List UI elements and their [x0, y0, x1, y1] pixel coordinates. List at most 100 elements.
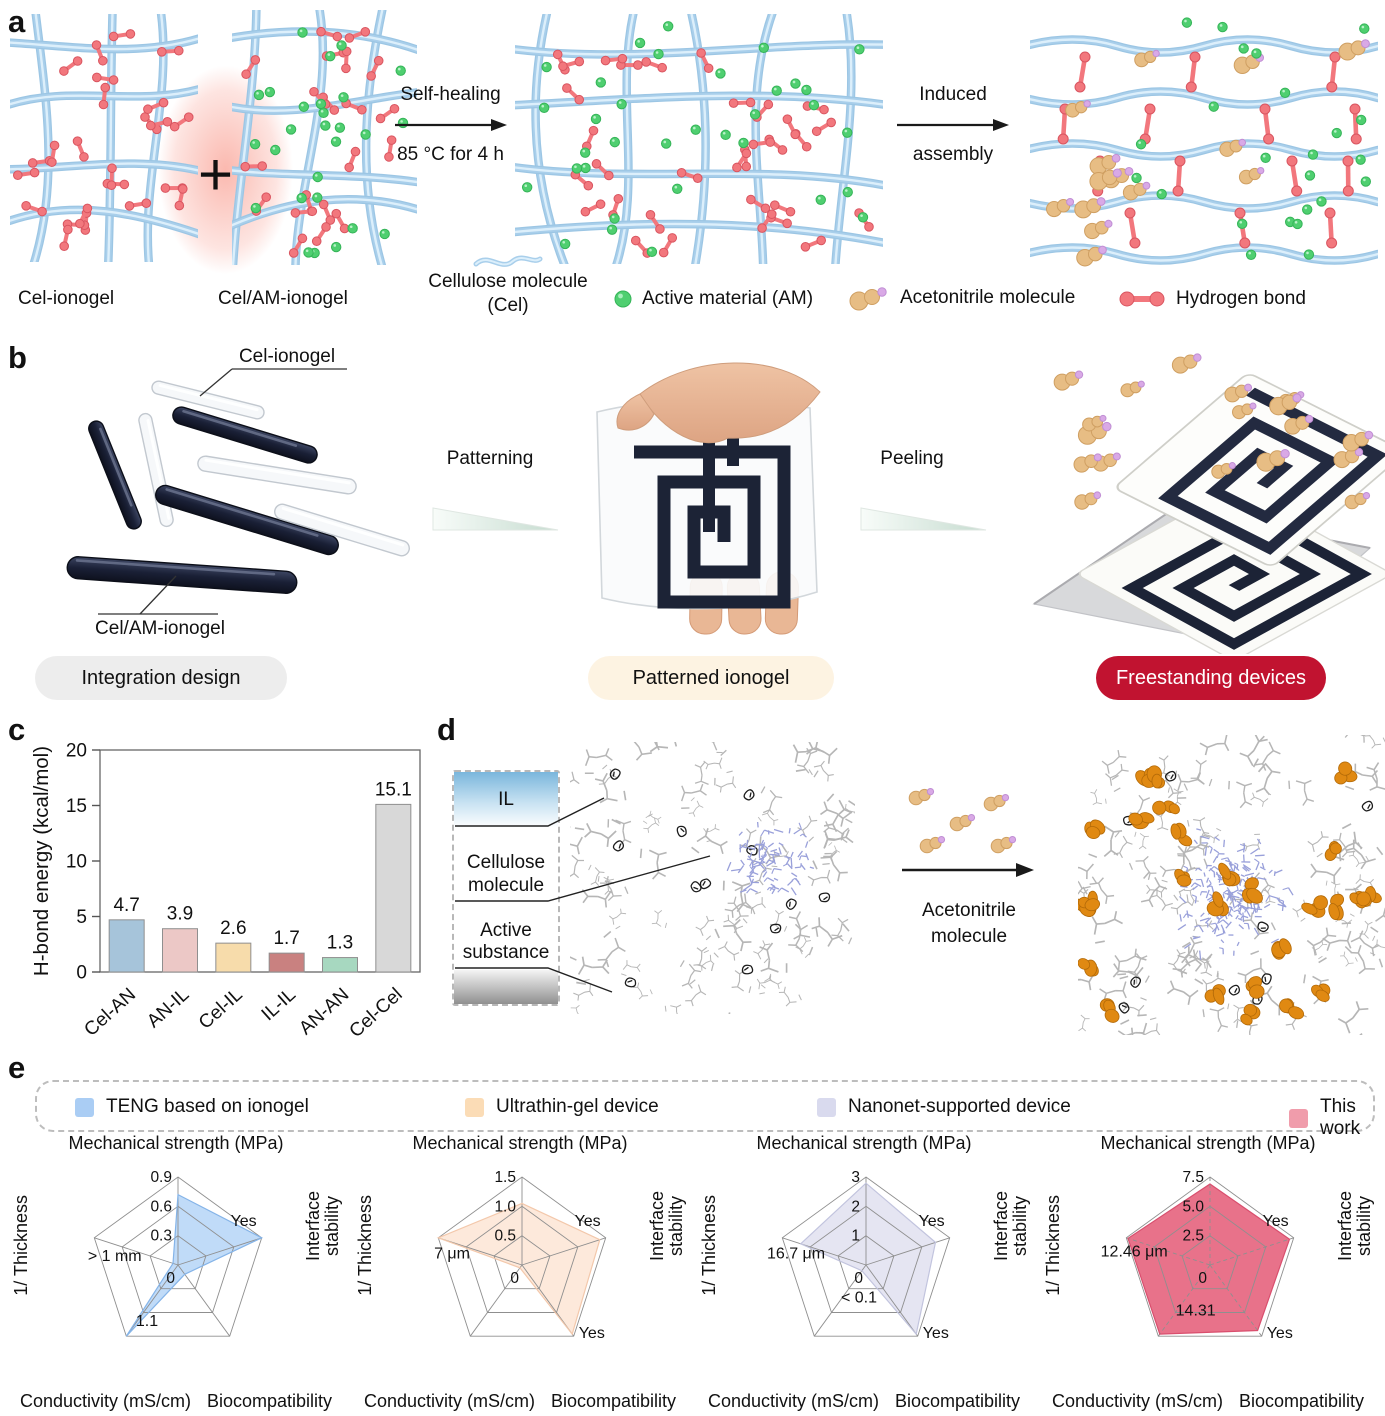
ultrathin-swatch — [465, 1097, 484, 1117]
radar-scale-tick: 7.5 — [1182, 1169, 1204, 1186]
cel-am-ionogel-network-illustration — [232, 10, 417, 265]
bar-category-label: Cel-IL — [195, 984, 247, 1034]
radar-scale-tick: 0.9 — [150, 1169, 172, 1186]
radar-scale-tick: 1 — [851, 1228, 860, 1245]
radar-axis-label-conductivity: Conductivity (mS/cm) — [363, 1391, 535, 1411]
radar-value-interface: Yes — [231, 1213, 257, 1230]
svg-text:0: 0 — [76, 963, 87, 984]
radar-scale-tick: 2 — [851, 1198, 860, 1215]
radar-scale-tick: 0.6 — [150, 1198, 172, 1215]
radar-axis-label-conductivity: Conductivity (mS/cm) — [707, 1391, 879, 1411]
peeling-wedge-arrow — [860, 507, 987, 531]
svg-text:20: 20 — [66, 741, 87, 762]
legend-item-ultrathin: Ultrathin-gel device — [465, 1096, 659, 1118]
radar-scale-tick: 5.0 — [1182, 1198, 1204, 1215]
md-snapshot-before — [570, 742, 855, 1014]
radar-value-interface: Yes — [1263, 1213, 1289, 1230]
teng-swatch — [75, 1097, 94, 1117]
y-axis-label: H-bond energy (kcal/mol) — [30, 746, 53, 976]
induced-assembly-step: Induced assembly — [888, 84, 1018, 166]
radar-plot: 1.5 1.0 0.5 0 Yes Yes 7 μm — [434, 1169, 607, 1342]
radar-value-conductivity: < 0.1 — [841, 1290, 877, 1307]
assembly-label: assembly — [912, 144, 994, 165]
patterning-label: Patterning — [446, 448, 534, 469]
active-layer-gradient — [454, 970, 558, 1004]
self-healing-step: Self-healing 85 °C for 4 h — [388, 84, 513, 166]
radar-plot: 0.9 0.6 0.3 0 Yes 1.1 > 1 mm — [88, 1169, 264, 1337]
svg-text:Cel-ionogel: Cel-ionogel — [239, 346, 335, 367]
radar-value-biocompatibility: Yes — [923, 1325, 949, 1342]
patterned-ionogel-photo — [596, 362, 821, 635]
freestanding-device-photo — [1032, 353, 1385, 654]
panel-letter-e: e — [8, 1050, 26, 1085]
radar-value-conductivity: 1.1 — [136, 1313, 158, 1330]
md-snapshot-after — [1078, 735, 1385, 1035]
radar-axis-label-mechanical: Mechanical strength (MPa) — [412, 1133, 628, 1153]
bar-AN-AN — [322, 957, 358, 973]
bar-value-label: 1.3 — [327, 933, 353, 954]
bar-category-label: Cel-AN — [80, 984, 140, 1041]
svg-text:15: 15 — [66, 796, 87, 817]
bar-AN-IL — [162, 928, 198, 973]
nanonet-swatch — [817, 1097, 836, 1117]
svg-text:5: 5 — [76, 907, 87, 928]
bar-IL-IL — [268, 952, 305, 973]
legend-acetonitrile: Acetonitrile molecule — [848, 285, 1075, 311]
bar-category-label: IL-IL — [258, 984, 300, 1025]
radar-scale-tick: 0 — [854, 1270, 863, 1287]
radar-scale-tick: 2.5 — [1182, 1228, 1204, 1245]
right-arrow-icon — [394, 119, 507, 131]
legend-cellulose-molecule: Cellulose molecule (Cel) — [418, 252, 598, 318]
device-comparison-legend: TENG based on ionogel Ultrathin-gel devi… — [35, 1080, 1375, 1139]
radar-chart-nanonet: Mechanical strength (MPa) 1/ Thickness I… — [696, 1133, 1032, 1416]
radar-axis-label-biocompatibility: Biocompatibility — [894, 1391, 1021, 1411]
radar-chart-thiswork: Mechanical strength (MPa) 1/ Thickness I… — [1040, 1133, 1376, 1416]
layer-legend-box: IL Cellulose molecule Active substance — [452, 770, 560, 1006]
plus-sign: + — [198, 141, 234, 208]
bar-category-label: AN-AN — [295, 984, 353, 1039]
bar-value-label: 3.9 — [167, 904, 193, 925]
radar-axis-label-mechanical: Mechanical strength (MPa) — [756, 1133, 972, 1153]
assembled-network-illustration — [1030, 17, 1378, 267]
bar-Cel-AN — [108, 919, 145, 973]
radar-axis-label-biocompatibility: Biocompatibility — [1238, 1391, 1365, 1411]
bar-value-label: 4.7 — [113, 895, 139, 916]
panel-letter-a: a — [8, 4, 26, 39]
radar-value-biocompatibility: Yes — [1267, 1325, 1293, 1342]
radar-axis-label-mechanical: Mechanical strength (MPa) — [1100, 1133, 1316, 1153]
acetonitrile-icon — [849, 287, 887, 311]
self-healing-condition: 85 °C for 4 h — [397, 144, 504, 165]
hbond-energy-bar-chart: 0 5 10 15 20 H-bond energy (kcal/mol) 4.7 Cel-A… — [30, 741, 421, 1042]
caption-cel-ionogel: Cel-ionogel — [18, 288, 115, 309]
healed-network-illustration — [515, 14, 883, 264]
radar-value-thickness: 16.7 μm — [767, 1246, 825, 1263]
radar-plot: 7.5 5.0 2.5 0 Yes Yes 14.31 12.46 μm — [1101, 1169, 1295, 1342]
radar-scale-tick: 1.5 — [494, 1169, 516, 1186]
bar-category-label: Cel-Cel — [346, 984, 407, 1042]
radar-axis-label-conductivity: Conductivity (mS/cm) — [19, 1391, 191, 1411]
induced-label: Induced — [919, 84, 987, 105]
legend-item-nanonet: Nanonet-supported device — [817, 1096, 1071, 1118]
bar-category-label: AN-IL — [143, 984, 193, 1032]
legend-active-material: Active material (AM) — [614, 288, 813, 310]
cellulose-strand-icon — [473, 255, 543, 267]
self-healing-label: Self-healing — [400, 84, 501, 105]
radar-value-thickness: 12.46 μm — [1101, 1244, 1168, 1261]
peeling-label: Peeling — [880, 448, 944, 469]
radar-axis-label-mechanical: Mechanical strength (MPa) — [68, 1133, 284, 1153]
cel-ionogel-network-illustration — [10, 14, 198, 262]
radar-scale-tick: 0.5 — [494, 1228, 516, 1245]
radar-plot: 3 2 1 0 Yes Yes < 0.1 16.7 μm — [767, 1169, 951, 1342]
panel-letter-d: d — [437, 712, 456, 747]
bar-value-label: 15.1 — [375, 779, 412, 800]
ionogel-bars-photo: Cel-ionogel Cel/AM-ionogel — [66, 346, 410, 639]
radar-axis-label-conductivity: Conductivity (mS/cm) — [1051, 1391, 1223, 1411]
legend-item-teng: TENG based on ionogel — [75, 1096, 309, 1118]
patterned-ionogel-badge: Patterned ionogel — [588, 656, 834, 700]
svg-text:10: 10 — [66, 852, 87, 873]
legend-item-thiswork: This work — [1289, 1096, 1373, 1140]
active-layer-label: Active substance — [462, 919, 550, 964]
radar-scale-tick: 3 — [851, 1169, 860, 1186]
radar-chart-teng: Mechanical strength (MPa) 1/ Thickness I… — [8, 1133, 344, 1416]
radar-value-interface: Yes — [575, 1213, 601, 1230]
